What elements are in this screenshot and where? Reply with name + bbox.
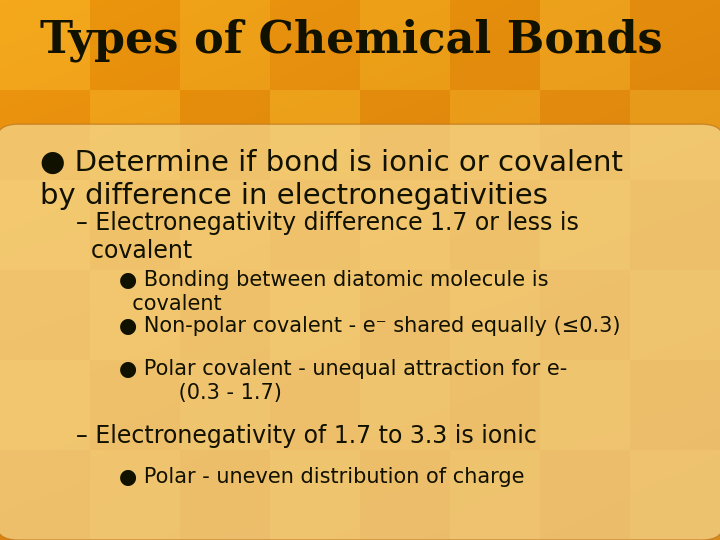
Bar — [540, 0, 630, 90]
Bar — [0, 270, 90, 360]
Text: ● Polar - uneven distribution of charge: ● Polar - uneven distribution of charge — [119, 467, 524, 487]
Bar — [360, 360, 450, 450]
Bar — [180, 360, 270, 450]
Bar — [90, 90, 180, 180]
Bar — [0, 450, 90, 540]
Bar — [270, 360, 360, 450]
Bar — [0, 0, 90, 90]
Text: Types of Chemical Bonds: Types of Chemical Bonds — [40, 19, 662, 63]
Bar — [270, 270, 360, 360]
Text: ● Bonding between diatomic molecule is
  covalent: ● Bonding between diatomic molecule is c… — [119, 270, 549, 314]
Bar — [450, 0, 540, 90]
Bar — [540, 180, 630, 270]
Bar — [360, 450, 450, 540]
Bar — [630, 0, 720, 90]
Bar — [90, 450, 180, 540]
FancyBboxPatch shape — [0, 124, 720, 540]
Bar — [0, 90, 90, 180]
Bar — [450, 450, 540, 540]
Bar — [360, 0, 450, 90]
Bar — [630, 180, 720, 270]
Bar — [540, 270, 630, 360]
Bar — [180, 0, 270, 90]
Text: ● Polar covalent - unequal attraction for e-
         (0.3 - 1.7): ● Polar covalent - unequal attraction fo… — [119, 359, 567, 403]
Bar — [180, 450, 270, 540]
Bar — [630, 270, 720, 360]
Bar — [0, 180, 90, 270]
Bar — [360, 270, 450, 360]
Bar — [360, 180, 450, 270]
Bar — [450, 90, 540, 180]
Bar — [450, 270, 540, 360]
Bar — [450, 180, 540, 270]
Bar — [270, 450, 360, 540]
Bar — [630, 450, 720, 540]
Bar — [180, 90, 270, 180]
Bar — [540, 360, 630, 450]
Text: ● Non-polar covalent - e⁻ shared equally (≤0.3): ● Non-polar covalent - e⁻ shared equally… — [119, 316, 621, 336]
Text: ● Determine if bond is ionic or covalent
by difference in electronegativities: ● Determine if bond is ionic or covalent… — [40, 148, 623, 210]
Bar — [540, 450, 630, 540]
Bar — [180, 180, 270, 270]
Bar — [0, 360, 90, 450]
Bar — [90, 180, 180, 270]
Bar — [540, 90, 630, 180]
Bar — [270, 180, 360, 270]
Bar — [630, 360, 720, 450]
Bar — [90, 360, 180, 450]
Bar — [90, 270, 180, 360]
Bar — [630, 90, 720, 180]
Bar — [90, 0, 180, 90]
Bar — [180, 270, 270, 360]
Bar — [450, 360, 540, 450]
Bar — [270, 0, 360, 90]
Bar — [360, 90, 450, 180]
Text: – Electronegativity difference 1.7 or less is
  covalent: – Electronegativity difference 1.7 or le… — [76, 211, 578, 264]
Text: – Electronegativity of 1.7 to 3.3 is ionic: – Electronegativity of 1.7 to 3.3 is ion… — [76, 424, 536, 448]
Bar — [270, 90, 360, 180]
